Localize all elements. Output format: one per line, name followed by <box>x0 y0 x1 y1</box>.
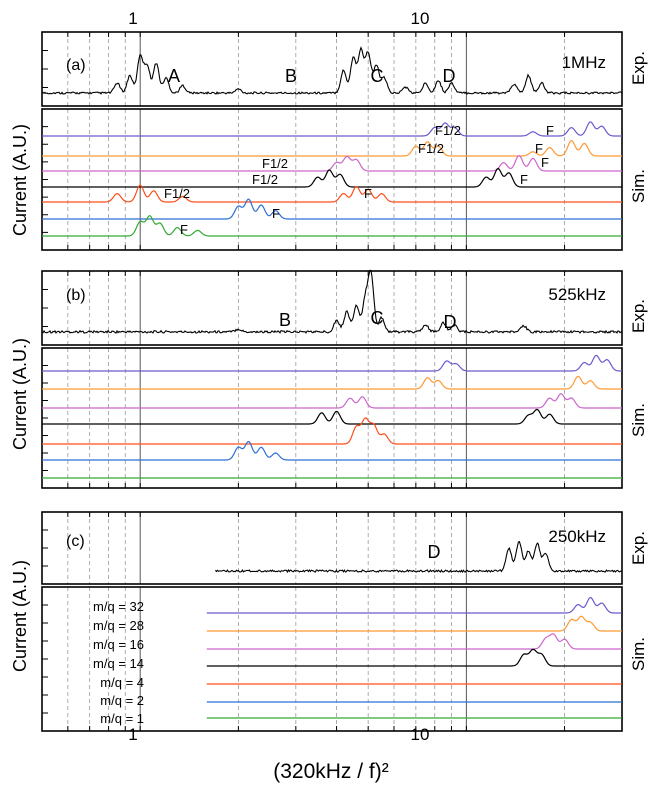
exp-trace-0 <box>41 46 623 95</box>
sim-label-b: Sim. <box>629 403 648 437</box>
sim-trace-0-2 <box>42 154 622 172</box>
legend-m1: m/q = 1 <box>100 711 144 726</box>
ann-a-5: F1/2 <box>262 156 288 171</box>
legend-m14: m/q = 14 <box>93 656 144 671</box>
text-layer: 1 10 1 10 (320kHz / f)² Current (A.U.) C… <box>10 9 648 783</box>
legend-m4: m/q = 4 <box>100 675 144 690</box>
freq-label-a: 1MHz <box>562 53 606 72</box>
frame-layer <box>41 31 623 732</box>
panel-label-a: (a) <box>66 57 86 74</box>
ann-a-3: F1/2 <box>418 141 444 156</box>
sim-trace-0-1 <box>42 140 622 157</box>
sim-trace-0-6 <box>42 215 622 237</box>
sim-trace-2-3 <box>206 648 622 667</box>
x-tick-top-1: 1 <box>128 9 137 28</box>
x-tick-bottom-10: 10 <box>411 725 430 744</box>
sim-trace-2-1 <box>206 615 622 632</box>
peak-label-a-B: B <box>285 66 297 86</box>
legend-m32: m/q = 32 <box>93 599 144 614</box>
ann-a-9: F1/2 <box>164 186 190 201</box>
peak-label-b-D: D <box>444 312 457 332</box>
sim-label-a: Sim. <box>629 169 648 203</box>
legend-m2: m/q = 2 <box>100 693 144 708</box>
y-axis-label-a: Current (A.U.) <box>10 124 30 236</box>
panel-frame-1-0 <box>41 270 623 346</box>
panel-frame-0-1 <box>41 108 623 251</box>
panel-frame-0-0 <box>41 31 623 107</box>
peak-label-a-A: A <box>168 66 180 86</box>
ann-a-1: F1/2 <box>435 123 461 138</box>
ann-a-6: F <box>541 155 549 170</box>
legend-m28: m/q = 28 <box>93 618 144 633</box>
trace-layer <box>41 46 623 719</box>
x-axis-label: (320kHz / f)² <box>273 760 389 783</box>
y-axis-label-c: Current (A.U.) <box>10 560 30 672</box>
x-tick-bottom-1: 1 <box>128 725 137 744</box>
ann-a-11: F <box>272 206 280 221</box>
ann-a-7: F1/2 <box>252 172 278 187</box>
ann-a-8: F <box>520 172 528 187</box>
panel-label-c: (c) <box>66 533 85 550</box>
sim-trace-1-2 <box>42 393 622 409</box>
peak-label-a-D: D <box>443 66 456 86</box>
sim-trace-1-0 <box>42 354 622 372</box>
ann-a-12: F <box>180 222 188 237</box>
legend-m16: m/q = 16 <box>93 637 144 652</box>
sim-trace-1-5 <box>42 441 622 461</box>
sim-trace-0-0 <box>42 121 622 137</box>
exp-label-c: Exp. <box>629 531 648 565</box>
panel-label-b: (b) <box>66 287 86 304</box>
ann-a-2: F <box>546 123 554 138</box>
ann-a-10: F <box>364 186 372 201</box>
exp-trace-1 <box>41 269 623 334</box>
peak-label-b-B: B <box>279 310 291 330</box>
sim-label-c: Sim. <box>629 637 648 671</box>
freq-label-c: 250kHz <box>548 527 606 546</box>
sim-trace-1-3 <box>42 408 622 425</box>
sim-trace-0-4 <box>42 184 622 203</box>
sim-trace-1-4 <box>42 417 622 445</box>
peak-label-a-C: C <box>371 66 384 86</box>
sim-trace-1-1 <box>42 375 622 390</box>
peak-label-b-C: C <box>371 308 384 328</box>
exp-label-b: Exp. <box>629 299 648 333</box>
freq-label-b: 525kHz <box>548 285 606 304</box>
x-tick-top-10: 10 <box>411 9 430 28</box>
ann-a-4: F <box>535 141 543 156</box>
peak-label-c-D: D <box>428 542 441 562</box>
exp-label-a: Exp. <box>629 51 648 85</box>
exp-trace-2 <box>214 540 622 574</box>
sim-trace-0-5 <box>42 198 622 220</box>
y-axis-label-b: Current (A.U.) <box>10 338 30 450</box>
sim-trace-2-2 <box>206 633 622 650</box>
sim-trace-2-0 <box>206 596 622 614</box>
